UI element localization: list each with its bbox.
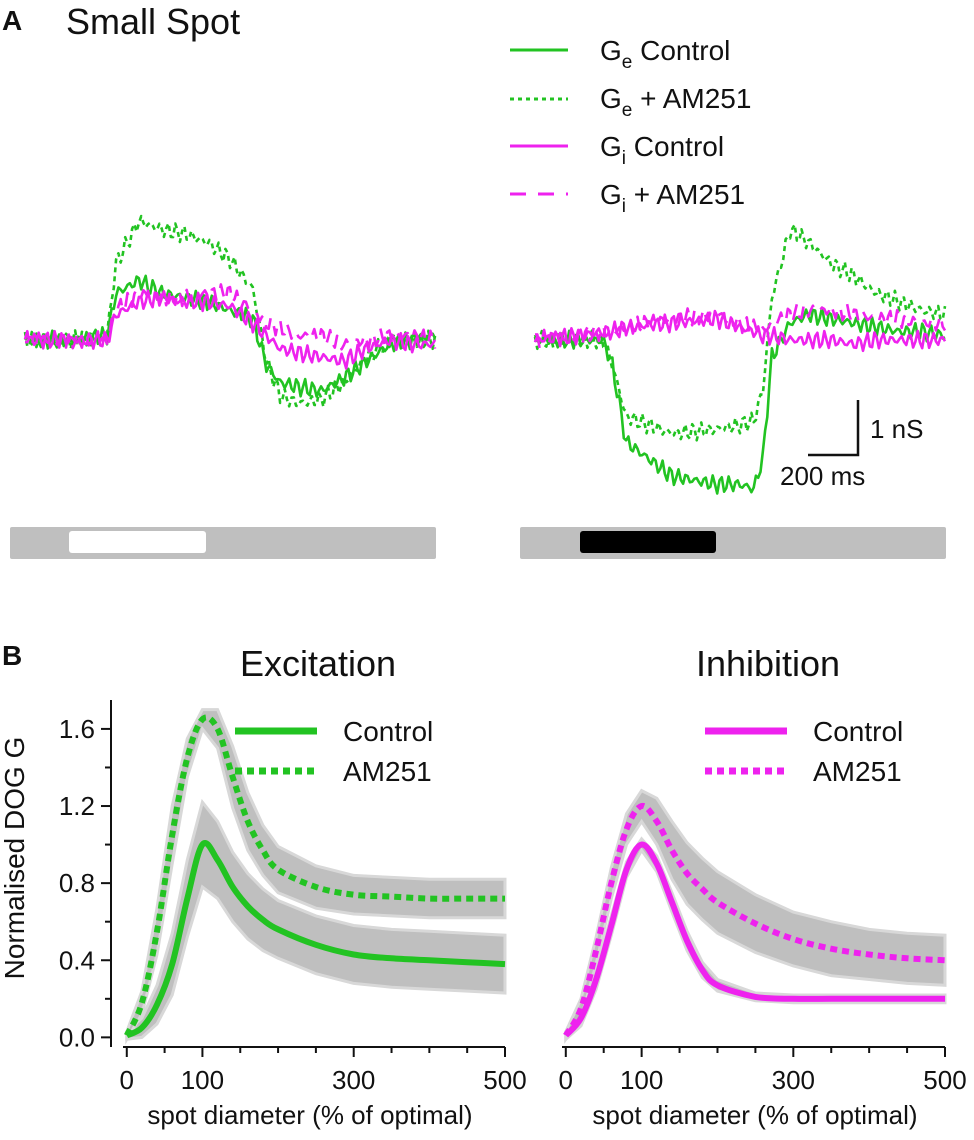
legend-label-gi-control: Gi Control <box>600 131 724 169</box>
stimulus-right <box>520 527 946 559</box>
y-tick-label: 1.6 <box>59 714 95 744</box>
excitation-title: Excitation <box>240 643 396 684</box>
y-tick-label: 0.8 <box>59 868 95 898</box>
series-line-am251 <box>563 802 946 1037</box>
legend-label-am251: AM251 <box>813 756 902 787</box>
scale-bar: 1 nS 200 ms <box>780 400 924 491</box>
excitation-plot: 0 100 300 500 0.0 0.4 0.8 1.2 1.6 Control AM251 <box>59 700 527 1095</box>
y-tick-label: 0.4 <box>59 945 95 975</box>
series-line-control <box>563 841 945 1038</box>
panel-b-letter: B <box>2 640 22 671</box>
x-axis-label-inhibition: spot diameter (% of optimal) <box>592 1100 917 1130</box>
scale-bar-lines <box>808 400 860 457</box>
inhibition-title: Inhibition <box>696 643 840 684</box>
series-line-am251 <box>124 714 505 1037</box>
legend-label-ge-control: Ge Control <box>600 35 730 73</box>
x-axis-label-excitation: spot diameter (% of optimal) <box>147 1100 472 1130</box>
y-tick-label: 0.0 <box>59 1022 95 1052</box>
y-axis-label: Normalised DOG G <box>0 737 30 980</box>
panel-a-title: Small Spot <box>66 1 240 42</box>
x-tick-label: 100 <box>181 1065 224 1095</box>
x-tick-label: 300 <box>332 1065 375 1095</box>
traces-left <box>23 214 437 409</box>
scale-bar-horizontal-label: 200 ms <box>780 461 865 491</box>
trace-left-ge_am251 <box>23 214 437 409</box>
trace-left-ge_control <box>23 274 437 398</box>
panel-a-letter: A <box>2 5 22 36</box>
inhibition-plot: 0 100 300 500 Control AM251 <box>559 716 967 1095</box>
legend-label-ge-am251: Ge + AM251 <box>600 83 751 121</box>
confidence-band-am251 <box>125 708 507 1045</box>
y-tick-label: 1.2 <box>59 791 95 821</box>
legend-label-control: Control <box>343 716 433 747</box>
confidence-band-am251 <box>564 788 947 1044</box>
stimulus-left <box>10 527 436 559</box>
series-line-control <box>125 840 506 1039</box>
trace-left-gi_am251 <box>23 283 437 351</box>
trace-right-ge_am251 <box>533 223 947 442</box>
panel-a-legend: Ge Control Ge + AM251 Gi Control Gi + AM… <box>510 35 751 217</box>
scale-bar-vertical-label: 1 nS <box>870 414 924 444</box>
legend-label-am251: AM251 <box>343 756 432 787</box>
stimulus-white-spot <box>69 531 206 553</box>
legend-label-control: Control <box>813 716 903 747</box>
x-tick-label: 0 <box>120 1065 134 1095</box>
x-tick-label: 0 <box>559 1065 573 1095</box>
stimulus-black-spot <box>580 531 716 553</box>
x-tick-label: 500 <box>483 1065 526 1095</box>
x-tick-label: 100 <box>620 1065 663 1095</box>
trace-right-gi_am251 <box>534 302 947 350</box>
traces-right <box>533 223 947 495</box>
legend-label-gi-am251: Gi + AM251 <box>600 179 745 217</box>
x-tick-label: 500 <box>923 1065 966 1095</box>
x-tick-label: 300 <box>772 1065 815 1095</box>
